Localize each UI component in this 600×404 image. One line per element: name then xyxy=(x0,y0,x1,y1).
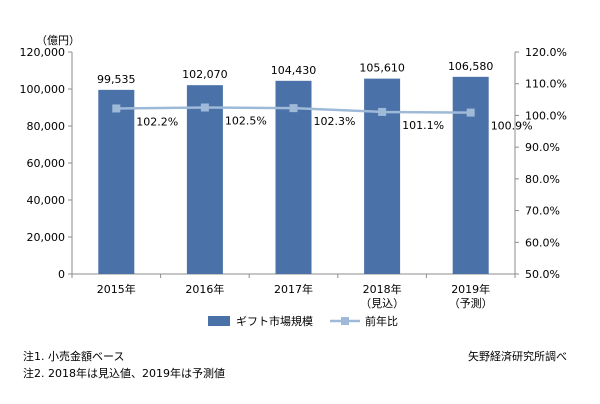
x-tick-sublabel: （予測） xyxy=(449,296,493,310)
y-right-tick-label: 110.0% xyxy=(525,78,567,91)
source-credit: 矢野経済研究所調べ xyxy=(468,350,567,363)
bar-data-label: 104,430 xyxy=(271,64,317,77)
line-data-label: 102.5% xyxy=(225,115,267,128)
bar-data-label: 99,535 xyxy=(97,73,136,86)
bar xyxy=(452,76,489,275)
y-right-tick-label: 70.0% xyxy=(525,205,560,218)
y-right-tick-label: 60.0% xyxy=(525,236,560,249)
y-right-tick-label: 80.0% xyxy=(525,173,560,186)
x-tick-sublabel: （見込） xyxy=(360,297,404,310)
y-left-tick-label: 100,000 xyxy=(20,83,66,96)
bar-data-label: 105,610 xyxy=(359,62,405,75)
line-data-label: 101.1% xyxy=(402,119,444,132)
y-left-tick-label: 120,000 xyxy=(20,46,66,59)
y-left-tick-label: 60,000 xyxy=(27,157,66,170)
legend-bar-label: ギフト市場規模 xyxy=(236,314,313,328)
line-point-marker xyxy=(289,104,298,113)
y-left-tick-label: 20,000 xyxy=(27,231,66,244)
legend-line-marker xyxy=(341,317,349,325)
line-point-marker xyxy=(112,104,121,113)
y-left-unit-label: （億円） xyxy=(36,34,80,47)
line-point-marker xyxy=(378,107,387,116)
bar-data-label: 106,580 xyxy=(448,60,494,73)
x-tick-label: 2018年 xyxy=(363,282,402,296)
footnote-retail-basis: 注1. 小売金額ベース xyxy=(23,350,125,363)
x-tick-label: 2017年 xyxy=(274,282,313,296)
y-left-tick-label: 40,000 xyxy=(27,194,66,207)
y-left-tick-label: 80,000 xyxy=(27,120,66,133)
bar xyxy=(275,80,312,274)
y-right-tick-label: 50.0% xyxy=(525,268,560,281)
line-data-label: 102.2% xyxy=(136,115,178,128)
bar xyxy=(364,78,401,275)
line-point-marker xyxy=(200,103,209,112)
y-right-tick-label: 90.0% xyxy=(525,141,560,154)
bar xyxy=(186,85,223,274)
x-tick-label: 2015年 xyxy=(97,282,136,296)
footnote-estimate-forecast: 注2. 2018年は見込値、2019年は予測値 xyxy=(23,367,225,380)
x-tick-label: 2016年 xyxy=(185,282,224,296)
line-point-marker xyxy=(466,108,475,117)
y-left-tick-label: 0 xyxy=(58,268,65,281)
legend-bar-swatch xyxy=(208,316,230,326)
legend-line-label: 前年比 xyxy=(365,314,398,328)
y-right-tick-label: 100.0% xyxy=(525,109,567,122)
bar xyxy=(98,89,135,274)
bar-data-label: 102,070 xyxy=(182,68,228,81)
x-tick-label: 2019年 xyxy=(451,282,490,296)
line-data-label: 102.3% xyxy=(314,115,356,128)
y-right-tick-label: 120.0% xyxy=(525,46,567,59)
line-data-label: 100.9% xyxy=(491,120,533,133)
